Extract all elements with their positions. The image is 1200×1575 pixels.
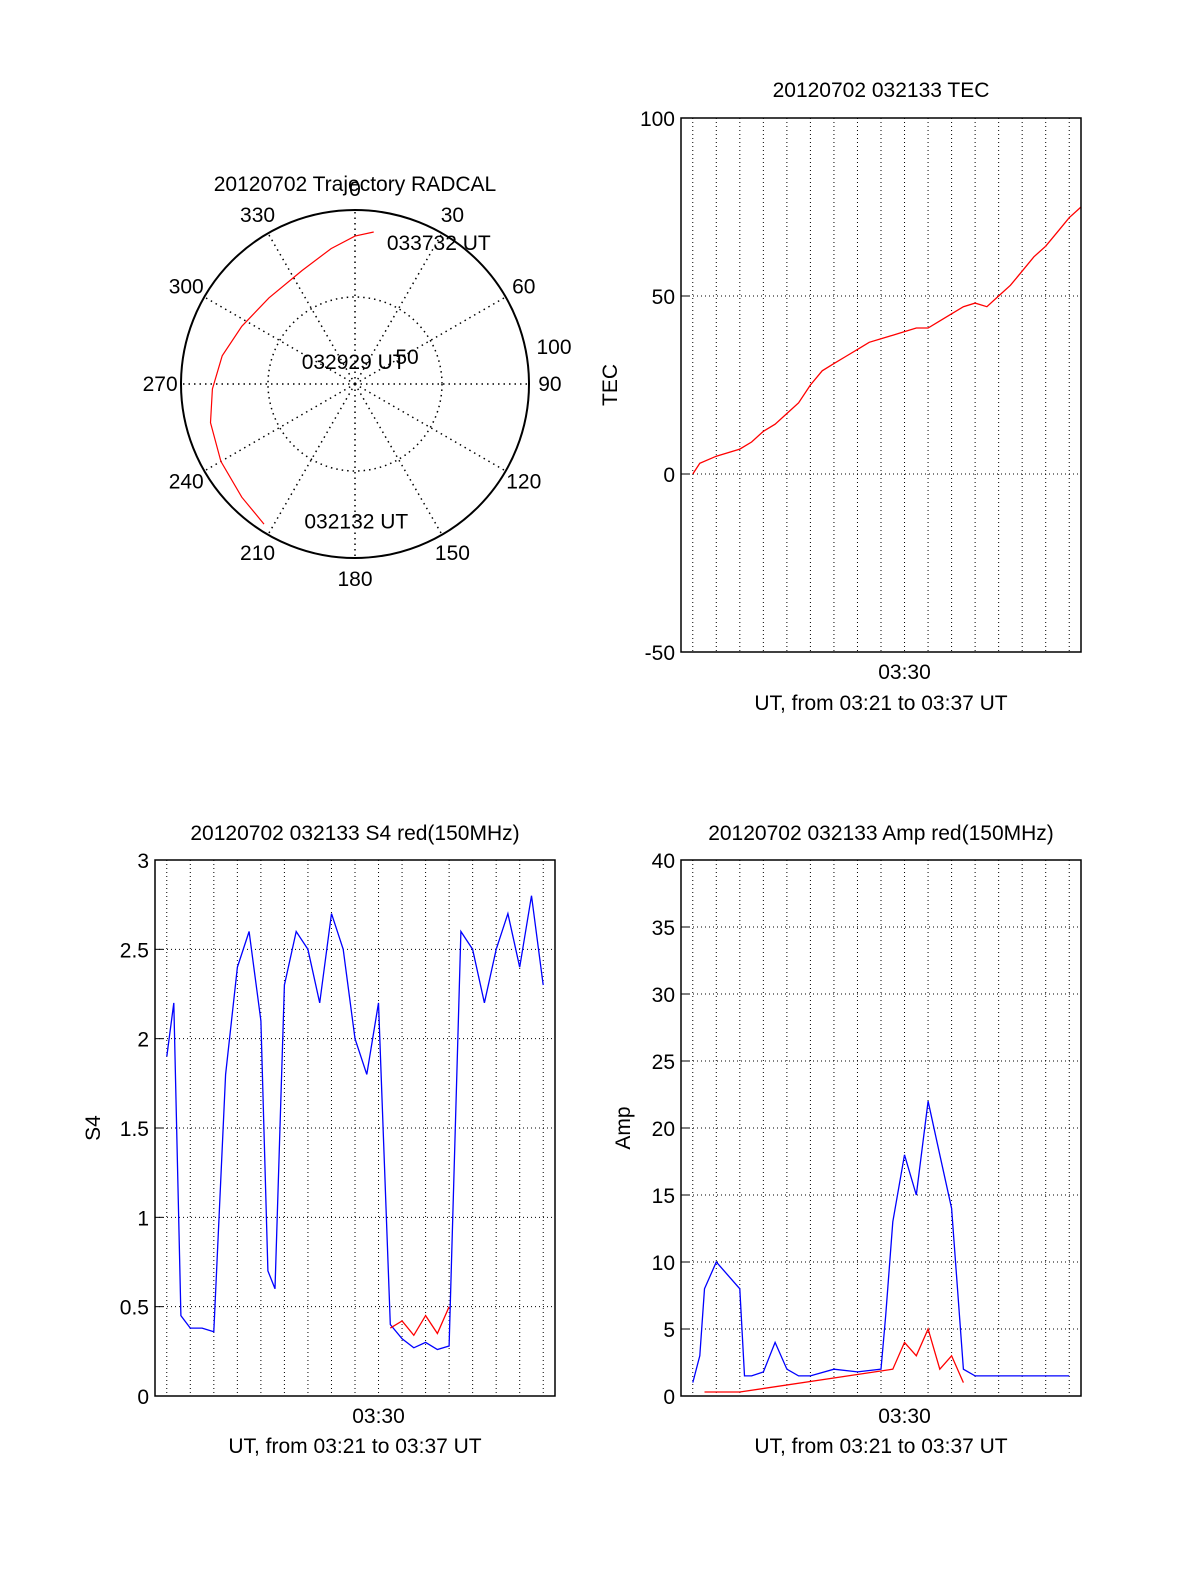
trajectory-time-label: 032132 UT bbox=[304, 510, 408, 533]
amp-y-tick-label: 35 bbox=[652, 917, 675, 940]
s4-title: 20120702 032133 S4 red(150MHz) bbox=[190, 822, 519, 845]
polar-spoke-120 bbox=[354, 383, 507, 472]
polar-title: 20120702 Trajectory RADCAL bbox=[214, 173, 497, 196]
polar-angle-label: 300 bbox=[169, 276, 204, 299]
amp-x-axis-label: UT, from 03:21 to 03:37 UT bbox=[754, 1435, 1007, 1458]
tec-x-tick-label: 03:30 bbox=[878, 661, 931, 684]
s4-y-tick-label: 1.5 bbox=[120, 1118, 149, 1141]
polar-spoke-210 bbox=[267, 383, 356, 536]
tec-plot-frame bbox=[680, 117, 1082, 653]
tec-y-tick-label: 100 bbox=[640, 108, 675, 131]
amp-y-tick-label: 30 bbox=[652, 984, 675, 1007]
s4-series-1 bbox=[166, 895, 544, 1351]
tec-y-tick-label: 50 bbox=[652, 286, 675, 309]
tec-y-tick-label: 0 bbox=[663, 464, 675, 487]
amp-series-1 bbox=[692, 1101, 1070, 1383]
tec-title: 20120702 032133 TEC bbox=[773, 79, 990, 102]
s4-y-tick-label: 2.5 bbox=[120, 939, 149, 962]
tec-panel: 20120702 032133 TEC TEC UT, from 03:21 t… bbox=[599, 79, 1082, 715]
polar-spoke-330 bbox=[267, 232, 356, 385]
polar-spoke-150 bbox=[354, 383, 443, 536]
s4-y-axis-label: S4 bbox=[82, 1115, 105, 1141]
trajectory-polar-panel: 20120702 Trajectory RADCAL 0 30 60 90 120 150… bbox=[143, 173, 572, 591]
s4-y-tick-label: 3 bbox=[137, 850, 149, 873]
tec-x-axis-label: UT, from 03:21 to 03:37 UT bbox=[754, 692, 1007, 715]
polar-radius-label: 100 bbox=[536, 336, 571, 359]
polar-angle-label: 240 bbox=[169, 470, 204, 493]
polar-angle-label: 210 bbox=[240, 542, 275, 565]
tec-y-axis-label: TEC bbox=[599, 364, 622, 406]
polar-angle-label: 0 bbox=[349, 178, 361, 201]
trajectory-line bbox=[209, 231, 374, 525]
s4-series-2 bbox=[389, 1306, 450, 1337]
polar-spoke-60 bbox=[354, 296, 507, 385]
amp-y-tick-label: 20 bbox=[652, 1118, 675, 1141]
trajectory-time-label: 033732 UT bbox=[387, 232, 491, 255]
s4-y-tick-label: 0.5 bbox=[120, 1297, 149, 1320]
polar-outer-circle bbox=[180, 209, 530, 559]
polar-spoke-240 bbox=[203, 383, 356, 472]
amp-y-tick-label: 25 bbox=[652, 1051, 675, 1074]
amp-y-axis-label: Amp bbox=[612, 1106, 635, 1149]
polar-angle-label: 120 bbox=[506, 470, 541, 493]
s4-x-axis-label: UT, from 03:21 to 03:37 UT bbox=[228, 1435, 481, 1458]
tec-series-1 bbox=[692, 206, 1082, 475]
s4-y-tick-label: 1 bbox=[137, 1207, 149, 1230]
polar-radius-label: 50 bbox=[395, 346, 418, 369]
amp-panel: 20120702 032133 Amp red(150MHz) Amp UT, … bbox=[612, 822, 1082, 1458]
polar-angle-label: 150 bbox=[435, 542, 470, 565]
polar-angle-label: 60 bbox=[512, 276, 535, 299]
polar-spoke-300 bbox=[203, 296, 356, 385]
polar-spoke-30 bbox=[354, 232, 443, 385]
s4-y-tick-label: 2 bbox=[137, 1029, 149, 1052]
amp-y-tick-label: 0 bbox=[663, 1386, 675, 1409]
amp-series-2 bbox=[704, 1327, 964, 1393]
polar-ring-50 bbox=[267, 296, 443, 472]
polar-angle-label: 330 bbox=[240, 204, 275, 227]
s4-panel: 20120702 032133 S4 red(150MHz) S4 UT, fr… bbox=[82, 822, 556, 1458]
amp-y-tick-label: 5 bbox=[663, 1319, 675, 1342]
trajectory-time-label: 032929 UT bbox=[302, 351, 406, 374]
s4-plot-frame bbox=[154, 859, 556, 1397]
tec-y-tick-label: -50 bbox=[645, 642, 675, 665]
s4-y-tick-label: 0 bbox=[137, 1386, 149, 1409]
polar-angle-label: 90 bbox=[538, 373, 561, 396]
amp-y-tick-label: 10 bbox=[652, 1252, 675, 1275]
polar-angle-label: 30 bbox=[441, 204, 464, 227]
polar-angle-label: 270 bbox=[143, 373, 178, 396]
polar-angle-label: 180 bbox=[337, 568, 372, 591]
s4-x-tick-label: 03:30 bbox=[352, 1405, 405, 1428]
amp-y-tick-label: 15 bbox=[652, 1185, 675, 1208]
amp-plot-frame bbox=[680, 859, 1082, 1397]
amp-y-tick-label: 40 bbox=[652, 850, 675, 873]
amp-x-tick-label: 03:30 bbox=[878, 1405, 931, 1428]
amp-title: 20120702 032133 Amp red(150MHz) bbox=[708, 822, 1054, 845]
